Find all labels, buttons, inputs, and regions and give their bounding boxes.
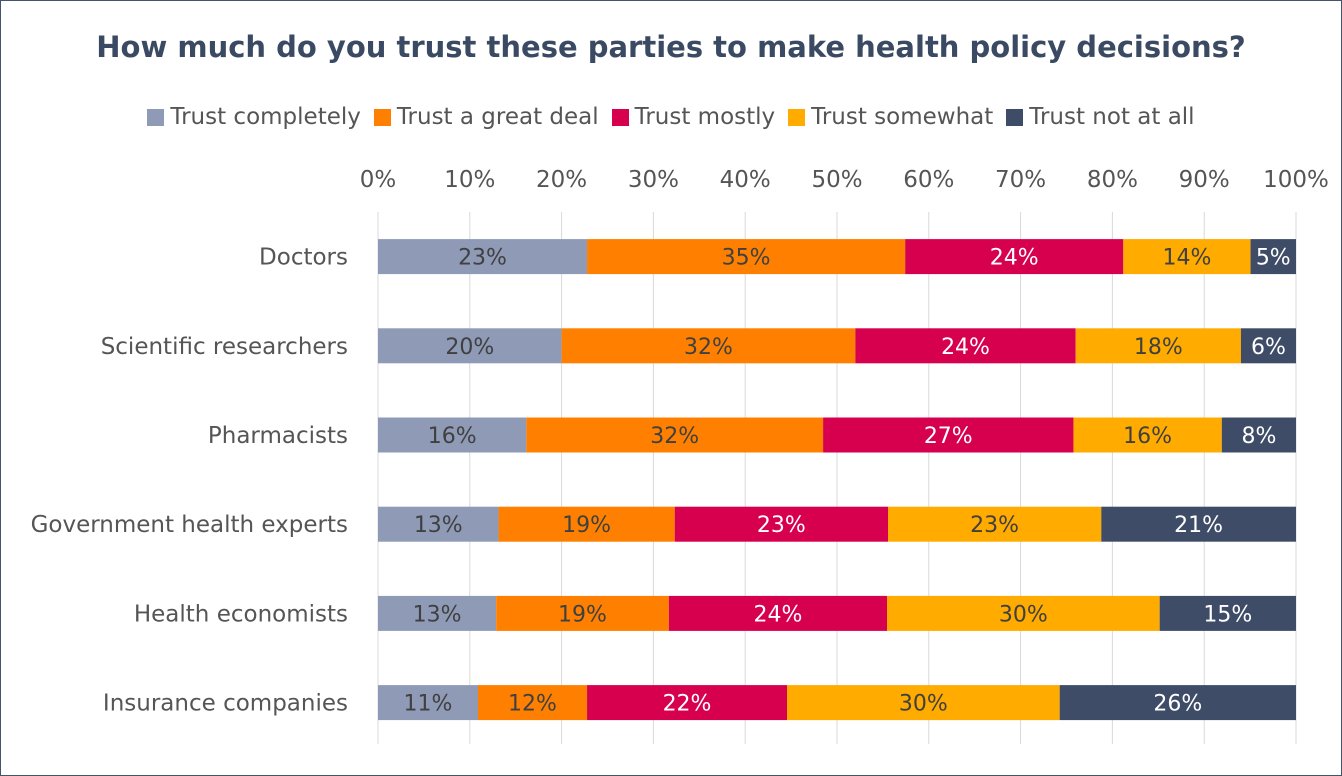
- bar-segment: [1250, 239, 1296, 275]
- legend-item-2: Trust mostly: [611, 104, 776, 130]
- data-label: 30%: [999, 602, 1048, 627]
- legend-swatch: [373, 108, 391, 126]
- bar-segment: [378, 417, 527, 453]
- legend-label: Trust completely: [170, 104, 361, 130]
- legend-label: Trust somewhat: [811, 104, 994, 130]
- bar-segment: [787, 685, 1060, 721]
- bar-segment: [498, 506, 675, 542]
- data-label: 30%: [899, 692, 948, 717]
- data-label: 35%: [722, 246, 771, 271]
- data-label: 23%: [757, 513, 806, 538]
- x-tick-label: 0%: [360, 167, 397, 193]
- bar-segment: [561, 328, 856, 364]
- bar-segment: [1073, 417, 1222, 453]
- bar-segment: [526, 417, 824, 453]
- data-label: 24%: [753, 602, 802, 627]
- legend-item-4: Trust not at all: [1006, 104, 1195, 130]
- chart-legend: Trust completely Trust a great deal Trust …: [0, 104, 1342, 130]
- data-label: 16%: [1123, 424, 1172, 449]
- legend-label: Trust a great deal: [396, 104, 599, 130]
- bar-segment: [587, 685, 788, 721]
- legend-item-3: Trust somewhat: [788, 104, 993, 130]
- category-label: Insurance companies: [103, 691, 348, 717]
- data-label: 21%: [1174, 513, 1223, 538]
- data-label: 8%: [1241, 424, 1276, 449]
- data-label: 14%: [1162, 246, 1211, 271]
- bar-segment: [378, 328, 562, 364]
- bar-segment: [1123, 239, 1251, 275]
- data-label: 20%: [445, 335, 494, 360]
- x-tick-label: 60%: [903, 167, 954, 193]
- data-label: 24%: [941, 335, 990, 360]
- data-label: 32%: [650, 424, 699, 449]
- bar-segment: [587, 239, 906, 275]
- legend-item-0: Trust completely: [147, 104, 361, 130]
- x-tick-label: 90%: [1179, 167, 1230, 193]
- data-label: 16%: [428, 424, 477, 449]
- data-label: 13%: [414, 513, 463, 538]
- bar-segment: [1059, 685, 1296, 721]
- category-label: Doctors: [259, 245, 348, 271]
- bar-segment: [1240, 328, 1296, 364]
- legend-label: Trust not at all: [1029, 104, 1195, 130]
- data-label: 26%: [1153, 692, 1202, 717]
- x-tick-label: 80%: [1087, 167, 1138, 193]
- x-tick-label: 40%: [720, 167, 771, 193]
- bar-segment: [668, 595, 887, 631]
- legend-swatch: [788, 108, 806, 126]
- category-label: Health economists: [134, 601, 348, 627]
- legend-swatch: [1006, 108, 1024, 126]
- data-label: 23%: [458, 246, 507, 271]
- bar-segment: [496, 595, 669, 631]
- data-label: 19%: [562, 513, 611, 538]
- data-label: 32%: [684, 335, 733, 360]
- x-tick-label: 100%: [1263, 167, 1329, 193]
- data-label: 22%: [663, 692, 712, 717]
- data-label: 5%: [1256, 246, 1291, 271]
- bar-segment: [823, 417, 1074, 453]
- category-label: Scientific researchers: [101, 334, 348, 360]
- bar-segment: [886, 595, 1160, 631]
- data-label: 19%: [558, 602, 607, 627]
- data-label: 15%: [1203, 602, 1252, 627]
- bar-segment: [1101, 506, 1296, 542]
- legend-item-1: Trust a great deal: [373, 104, 599, 130]
- bar-segment: [378, 239, 588, 275]
- bar-segment: [905, 239, 1124, 275]
- bar-segment: [855, 328, 1076, 364]
- bar-segment: [1221, 417, 1296, 453]
- data-label: 12%: [508, 692, 557, 717]
- category-label: Government health experts: [31, 512, 348, 538]
- bar-segment: [1075, 328, 1241, 364]
- bar-segment: [477, 685, 588, 721]
- x-tick-label: 50%: [811, 167, 862, 193]
- legend-label: Trust mostly: [634, 104, 776, 130]
- bar-segment: [378, 506, 499, 542]
- x-tick-label: 70%: [995, 167, 1046, 193]
- data-label: 27%: [924, 424, 973, 449]
- x-tick-label: 10%: [444, 167, 495, 193]
- bar-segment: [378, 685, 478, 721]
- data-label: 24%: [990, 246, 1039, 271]
- x-tick-label: 30%: [628, 167, 679, 193]
- bar-segment: [378, 595, 497, 631]
- data-label: 23%: [970, 513, 1019, 538]
- bar-segment: [674, 506, 888, 542]
- legend-swatch: [611, 108, 629, 126]
- x-tick-label: 20%: [536, 167, 587, 193]
- bar-segment: [888, 506, 1102, 542]
- data-label: 13%: [413, 602, 462, 627]
- chart-title: How much do you trust these parties to m…: [96, 30, 1246, 64]
- data-label: 6%: [1251, 335, 1286, 360]
- legend-swatch: [147, 108, 165, 126]
- data-label: 18%: [1134, 335, 1183, 360]
- data-label: 11%: [404, 692, 453, 717]
- bar-segment: [1159, 595, 1296, 631]
- category-label: Pharmacists: [208, 423, 348, 449]
